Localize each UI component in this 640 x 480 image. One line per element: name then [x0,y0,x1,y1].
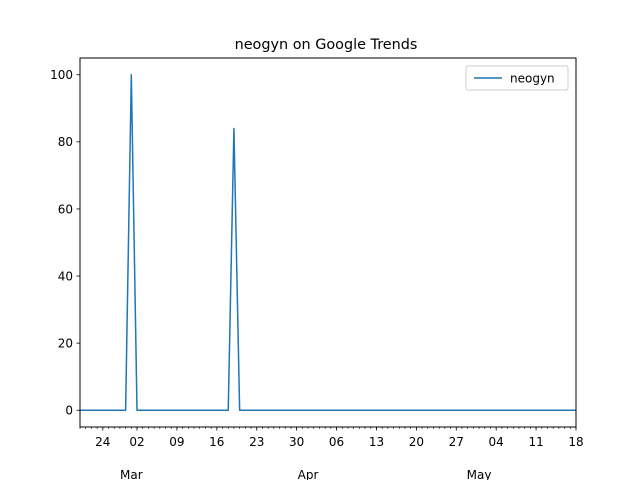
x-month-label: Apr [298,468,319,480]
legend-box [465,65,569,91]
y-tick-label: 100 [50,68,73,82]
x-tick-label: 11 [528,435,543,449]
x-tick-label: 30 [289,435,304,449]
x-tick-label: 02 [129,435,144,449]
legend-label: neogyn [510,71,555,85]
plot-frame [79,57,577,428]
plot-area [80,74,576,411]
chart-title: neogyn on Google Trends [235,37,418,53]
x-month-label: May [467,468,492,480]
y-tick-label: 0 [65,404,73,418]
y-tick-label: 20 [58,336,73,350]
x-tick-label: 16 [209,435,224,449]
y-axis: 0 20 40 60 80 100 [50,68,80,418]
x-tick-label: 18 [568,435,583,449]
x-tick-label: 04 [489,435,504,449]
x-tick-label: 09 [169,435,184,449]
legend: neogyn [465,65,569,91]
y-tick-label: 60 [58,202,73,216]
x-tick-label: 23 [249,435,264,449]
x-tick-label: 13 [369,435,384,449]
x-tick-label: 20 [409,435,424,449]
series-line-neogyn [80,74,576,411]
y-tick-label: 80 [58,135,73,149]
x-month-label: Mar [120,468,143,480]
y-tick-label: 40 [58,269,73,283]
x-axis: 24 02 09 16 23 30 06 13 20 27 04 11 18 Mar Apr May [79,427,584,480]
x-tick-label: 27 [449,435,464,449]
x-tick-label: 06 [329,435,344,449]
x-tick-label: 24 [95,435,110,449]
